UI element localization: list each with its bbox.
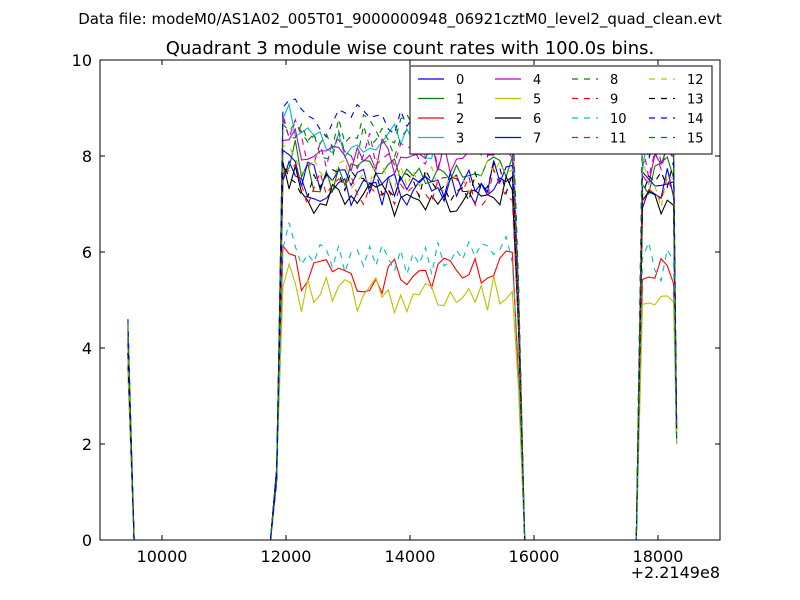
legend-label-2: 2 bbox=[456, 112, 464, 127]
x-tick-label: 12000 bbox=[261, 547, 312, 566]
y-tick-label: 6 bbox=[82, 243, 92, 262]
legend-label-1: 1 bbox=[456, 93, 464, 108]
series-line-1 bbox=[127, 140, 678, 541]
figure-suptitle: Data file: modeM0/AS1A02_005T01_90000009… bbox=[78, 10, 722, 29]
x-tick-label: 14000 bbox=[385, 547, 436, 566]
y-tick-label: 10 bbox=[72, 51, 92, 70]
x-tick-label: 18000 bbox=[633, 547, 684, 566]
y-tick-label: 8 bbox=[82, 147, 92, 166]
legend-label-10: 10 bbox=[610, 112, 627, 127]
x-tick-label: 10000 bbox=[137, 547, 188, 566]
series-layer bbox=[127, 98, 678, 541]
series-line-12 bbox=[127, 145, 678, 541]
legend-label-13: 13 bbox=[687, 93, 704, 108]
legend-label-5: 5 bbox=[533, 93, 541, 108]
x-axis: 10000 12000 14000 16000 18000 bbox=[137, 60, 684, 566]
series-line-5 bbox=[127, 262, 678, 541]
x-tick-label: 16000 bbox=[509, 547, 560, 566]
series-line-9 bbox=[127, 163, 678, 541]
legend-label-8: 8 bbox=[610, 73, 618, 88]
legend-label-4: 4 bbox=[533, 73, 541, 88]
legend-label-9: 9 bbox=[610, 93, 618, 108]
series-line-6 bbox=[127, 161, 678, 541]
legend-label-6: 6 bbox=[533, 112, 541, 127]
legend-label-12: 12 bbox=[687, 73, 704, 88]
legend-label-15: 15 bbox=[687, 132, 704, 147]
series-line-7 bbox=[127, 149, 678, 541]
legend-label-3: 3 bbox=[456, 132, 464, 147]
legend-box bbox=[409, 65, 713, 155]
series-line-15 bbox=[127, 108, 678, 541]
legend-label-11: 11 bbox=[610, 132, 627, 147]
chart-title: Quadrant 3 module wise count rates with … bbox=[166, 38, 655, 59]
series-line-0 bbox=[127, 159, 678, 541]
x-offset-label: +2.2149e8 bbox=[631, 563, 720, 582]
series-line-4 bbox=[127, 127, 678, 541]
series-line-13 bbox=[127, 161, 678, 541]
y-tick-label: 2 bbox=[82, 435, 92, 454]
y-tick-label: 4 bbox=[82, 339, 92, 358]
series-line-14 bbox=[127, 98, 678, 541]
series-line-10 bbox=[127, 222, 678, 541]
legend-label-7: 7 bbox=[533, 132, 541, 147]
legend-label-14: 14 bbox=[687, 112, 704, 127]
series-line-8 bbox=[127, 118, 678, 541]
series-line-2 bbox=[127, 244, 678, 541]
legend-label-0: 0 bbox=[456, 73, 464, 88]
y-tick-label: 0 bbox=[82, 531, 92, 550]
